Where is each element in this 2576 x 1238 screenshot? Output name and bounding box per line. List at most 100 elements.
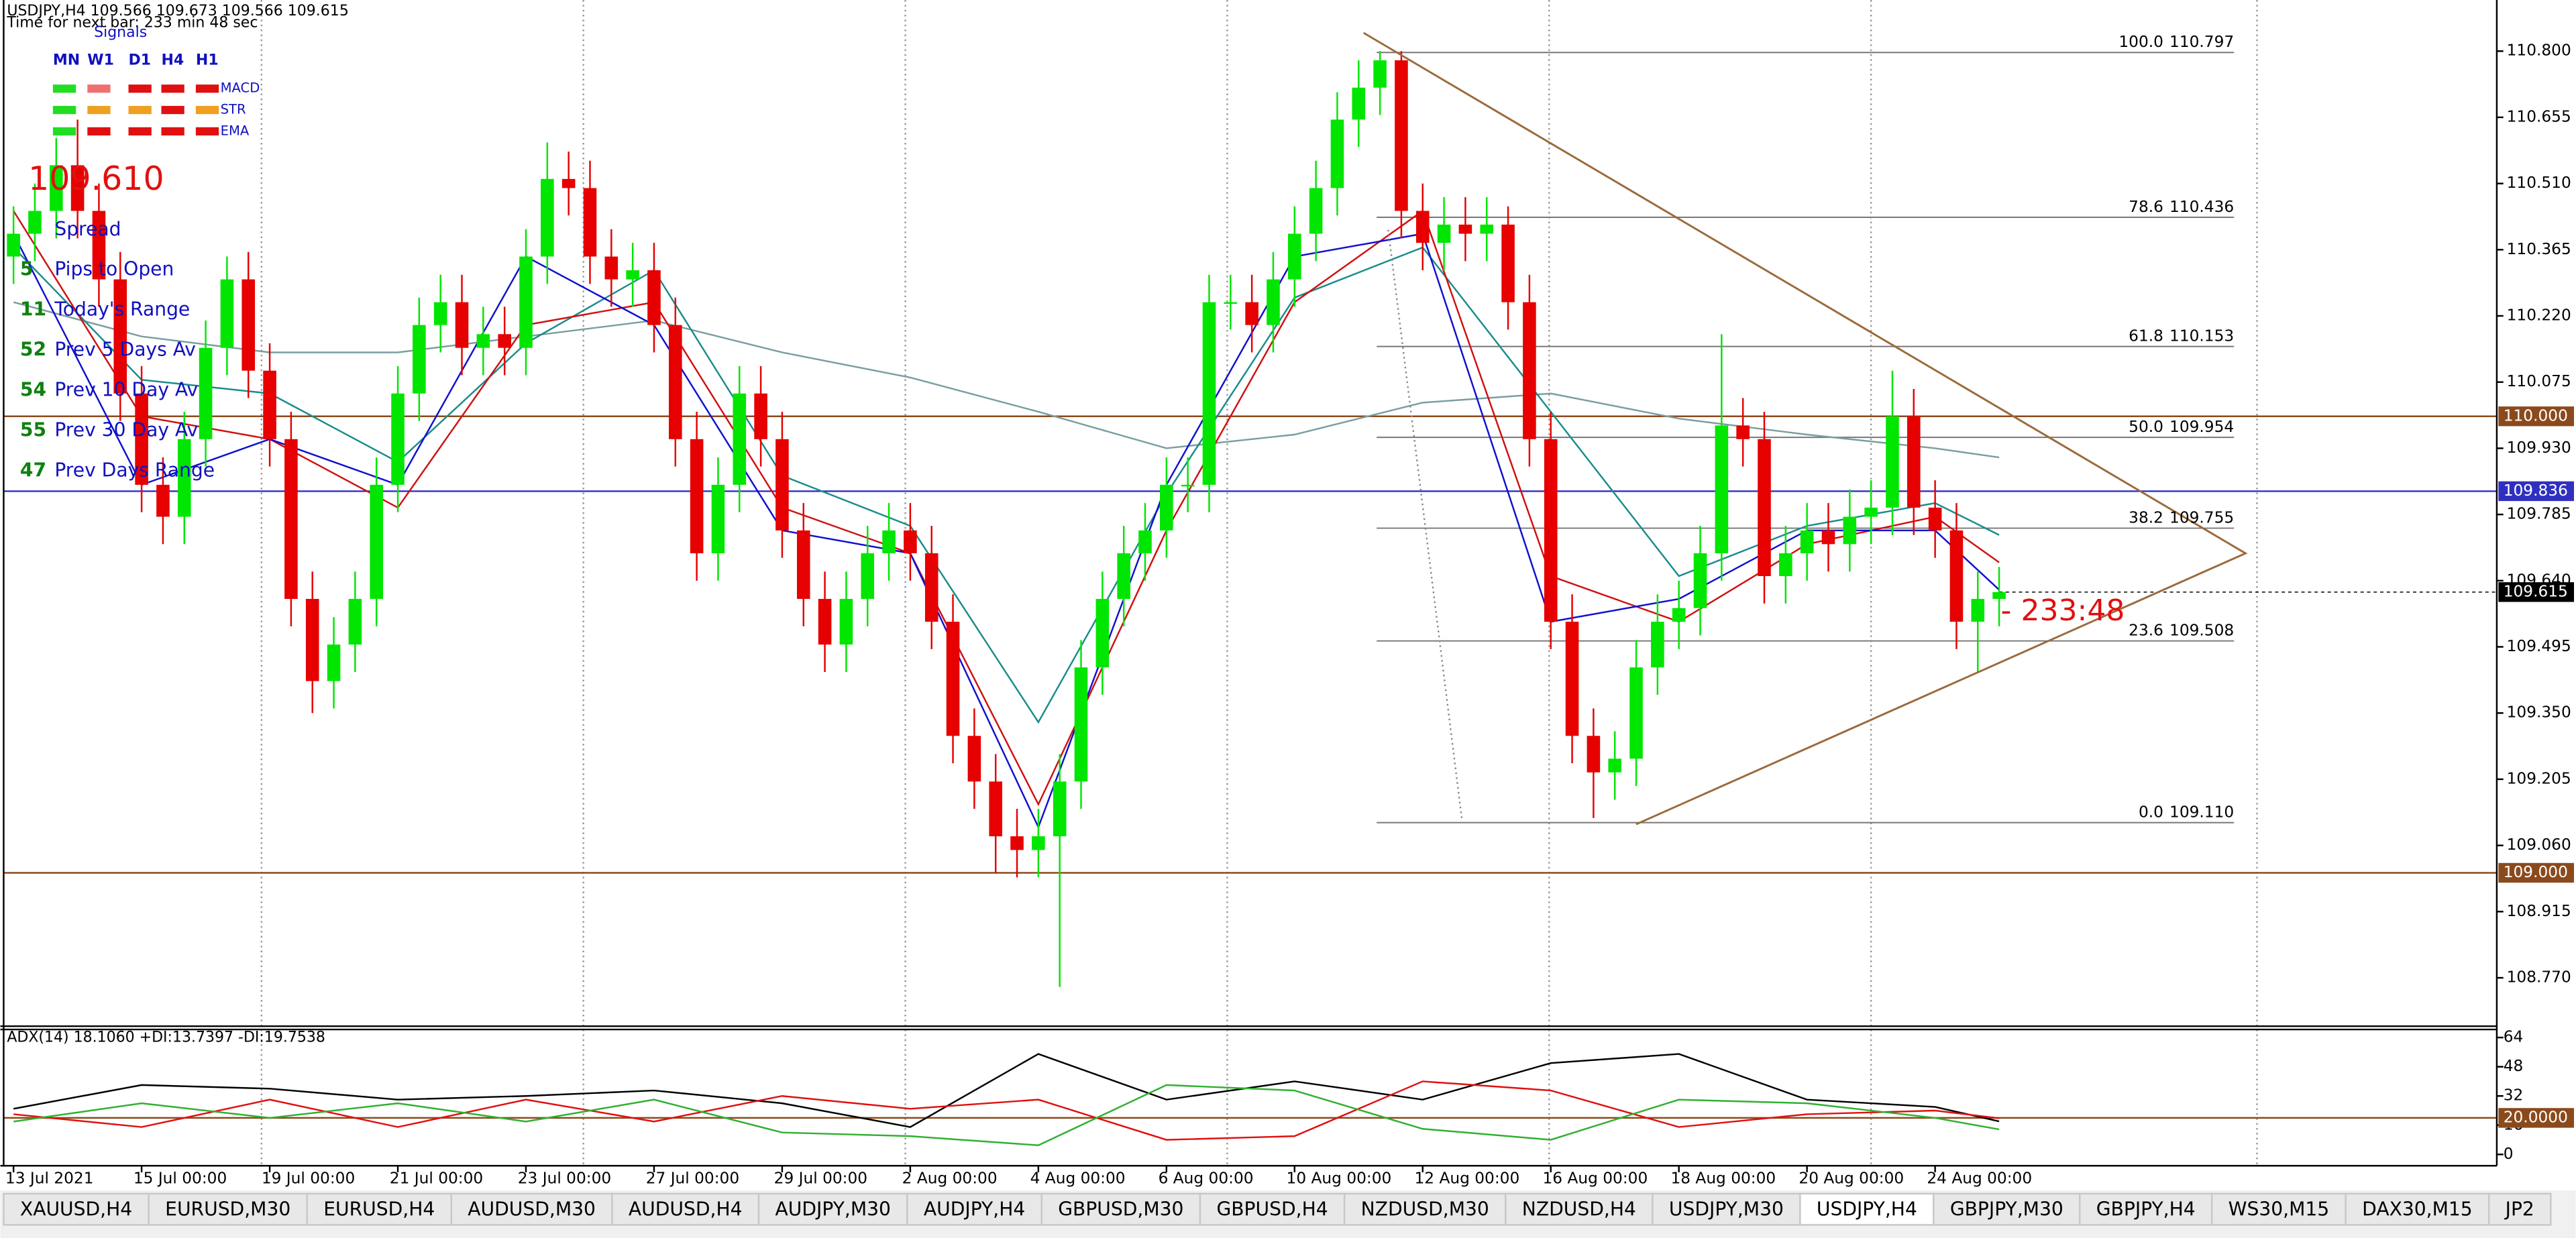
y-tick-label: 109.205	[2507, 769, 2571, 787]
timeframe: D1	[129, 52, 152, 69]
big-price: 109.610	[28, 160, 164, 198]
candle-body	[305, 599, 319, 681]
price-tag	[2498, 1108, 2574, 1128]
fib-ratio: 61.8	[2129, 327, 2163, 345]
tab[interactable]: AUDUSD,H4	[611, 1192, 760, 1226]
tab[interactable]: AUDUSD,M30	[450, 1192, 613, 1226]
tab[interactable]: AUDJPY,H4	[906, 1192, 1042, 1226]
signal-box	[128, 105, 152, 115]
signal-box	[128, 85, 152, 93]
x-tick-label: 20 Aug 00:00	[1799, 1169, 1904, 1187]
tab[interactable]: EURUSD,H4	[306, 1192, 453, 1226]
candle-body	[156, 484, 170, 517]
candle-body	[135, 393, 148, 485]
tab[interactable]: XAUUSD,H4	[3, 1192, 150, 1226]
y-tick-label: 109.350	[2507, 704, 2571, 722]
fib-price: 109.508	[2169, 621, 2234, 639]
tab[interactable]: WS30,M15	[2210, 1192, 2347, 1226]
tab[interactable]: JP2	[2487, 1192, 2552, 1226]
candle-body	[818, 599, 832, 645]
signal-box	[161, 105, 184, 115]
candle-body	[28, 211, 42, 234]
signal-name: EMA	[221, 123, 250, 138]
tab[interactable]: NZDUSD,M30	[1343, 1192, 1507, 1226]
fib-price: 110.153	[2169, 327, 2234, 345]
tab-label: AUDUSD,H4	[629, 1198, 743, 1220]
candle-body	[476, 334, 490, 348]
candle-body	[1032, 836, 1045, 850]
tab[interactable]: USDJPY,H4	[1799, 1192, 1935, 1226]
candle-body	[904, 530, 917, 553]
indicator-line	[13, 209, 2000, 807]
stat-value: 11	[20, 298, 46, 321]
candle-body	[1864, 507, 1878, 517]
x-tick-label: 10 Aug 00:00	[1287, 1169, 1392, 1187]
candle-body	[839, 599, 853, 645]
tab-background	[148, 1192, 308, 1226]
candle-body	[519, 256, 533, 348]
y-tick-label: 64	[2504, 1028, 2524, 1046]
tab[interactable]: GBPJPY,H4	[2079, 1192, 2213, 1226]
tab-label: NZDUSD,H4	[1522, 1198, 1636, 1220]
y-tick-label: 109.060	[2507, 836, 2571, 854]
tab[interactable]: NZDUSD,H4	[1505, 1192, 1654, 1226]
x-tick-label: 15 Jul 00:00	[133, 1169, 227, 1187]
y-tick-label: 108.915	[2507, 902, 2571, 920]
tab-background	[2345, 1192, 2490, 1226]
tab-background	[450, 1192, 613, 1226]
tab[interactable]: GBPUSD,H4	[1199, 1192, 1346, 1226]
candle-body	[946, 622, 960, 736]
candle-body	[669, 325, 682, 439]
tab[interactable]: GBPJPY,M30	[1933, 1192, 2081, 1226]
candle-body	[327, 644, 341, 681]
candle-body	[1395, 60, 1408, 211]
fib-ratio: 38.2	[2129, 508, 2163, 526]
candle-body	[1415, 211, 1430, 243]
candle-body	[989, 781, 1002, 837]
adx-title: ADX(14) 18.1060 +DI:13.7397 -DI:19.7538	[7, 1029, 325, 1046]
tab-label: USDJPY,H4	[1817, 1198, 1917, 1220]
candle-body	[583, 188, 597, 257]
signal-box	[52, 105, 76, 115]
fib-ratio: 23.6	[2129, 621, 2163, 639]
candle-body	[1928, 507, 1942, 530]
tab-background	[1199, 1192, 1346, 1226]
candle-body	[1758, 439, 1771, 577]
candle-body	[604, 256, 619, 280]
symbol-line: USDJPY,H4 109.566 109.673 109.566 109.61…	[7, 3, 349, 19]
candle-body	[1715, 425, 1729, 553]
x-tick-label: 23 Jul 00:00	[518, 1169, 611, 1187]
tab[interactable]: USDJPY,M30	[1652, 1192, 1801, 1226]
fib-price: 110.436	[2169, 198, 2234, 216]
countdown: - 233:48	[2001, 594, 2125, 628]
candle-body	[498, 334, 511, 348]
stat-value: 5	[20, 258, 34, 280]
tab-label: EURUSD,H4	[323, 1198, 435, 1220]
candle-body	[1736, 425, 1750, 439]
x-tick-label: 18 Aug 00:00	[1670, 1169, 1776, 1187]
y-tick-label: 32	[2504, 1086, 2524, 1105]
bar-timer: Time for next bar: 233 min 48 sec	[6, 14, 258, 31]
y-tick-label: 109.930	[2507, 439, 2571, 457]
y-tick-label: 110.075	[2507, 372, 2571, 390]
candle-body	[1095, 599, 1110, 668]
stat-label: Prev 5 Days Av	[54, 339, 196, 361]
tab[interactable]: AUDJPY,M30	[757, 1192, 908, 1226]
tab[interactable]: EURUSD,M30	[148, 1192, 308, 1226]
candle-body	[177, 439, 191, 517]
signal-box	[52, 127, 76, 135]
tab[interactable]: DAX30,M15	[2345, 1192, 2490, 1226]
y-tick-label: 0	[2504, 1145, 2514, 1163]
tab-background	[2487, 1192, 2552, 1226]
x-tick-label: 27 Jul 00:00	[646, 1169, 739, 1187]
x-tick-label: 29 Jul 00:00	[774, 1169, 867, 1187]
candle-body	[1160, 484, 1173, 530]
signal-box	[161, 85, 184, 93]
fib-price: 109.110	[2169, 803, 2234, 821]
candle-body	[1587, 736, 1601, 773]
tab[interactable]: GBPUSD,M30	[1040, 1192, 1201, 1226]
tab-label: AUDJPY,H4	[924, 1198, 1025, 1220]
tab-background	[306, 1192, 453, 1226]
